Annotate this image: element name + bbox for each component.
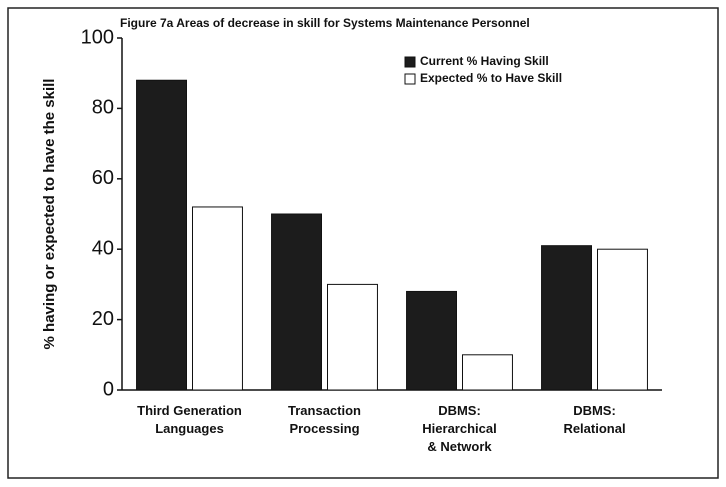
bar [406,290,457,391]
bar [541,245,592,391]
bar [192,206,243,391]
x-tick-label: DBMS: Relational [563,403,625,436]
x-tick-label: Third Generation Languages [137,403,242,436]
y-tick-label: 60 [92,167,114,189]
legend-swatch [404,56,416,68]
y-tick-label: 0 [103,378,114,400]
legend-label: Current % Having Skill [420,54,549,68]
y-tick-label: 40 [92,237,114,259]
bar [462,354,513,391]
bar [271,213,322,391]
x-tick-label: DBMS: Hierarchical & Network [422,403,496,454]
bar [136,79,188,391]
y-tick-label: 80 [92,97,114,119]
y-axis-label: % having or expected to have the skill [41,79,58,350]
y-tick-label: 20 [92,308,114,330]
y-tick-label: 100 [81,26,114,48]
legend-label: Expected % to Have Skill [420,71,562,85]
x-tick-label: Transaction Processing [288,403,361,436]
chart-title: Figure 7a Areas of decrease in skill for… [120,16,530,30]
bar [597,248,648,391]
bar [327,283,378,391]
frame [7,7,719,479]
legend-swatch [404,73,416,85]
